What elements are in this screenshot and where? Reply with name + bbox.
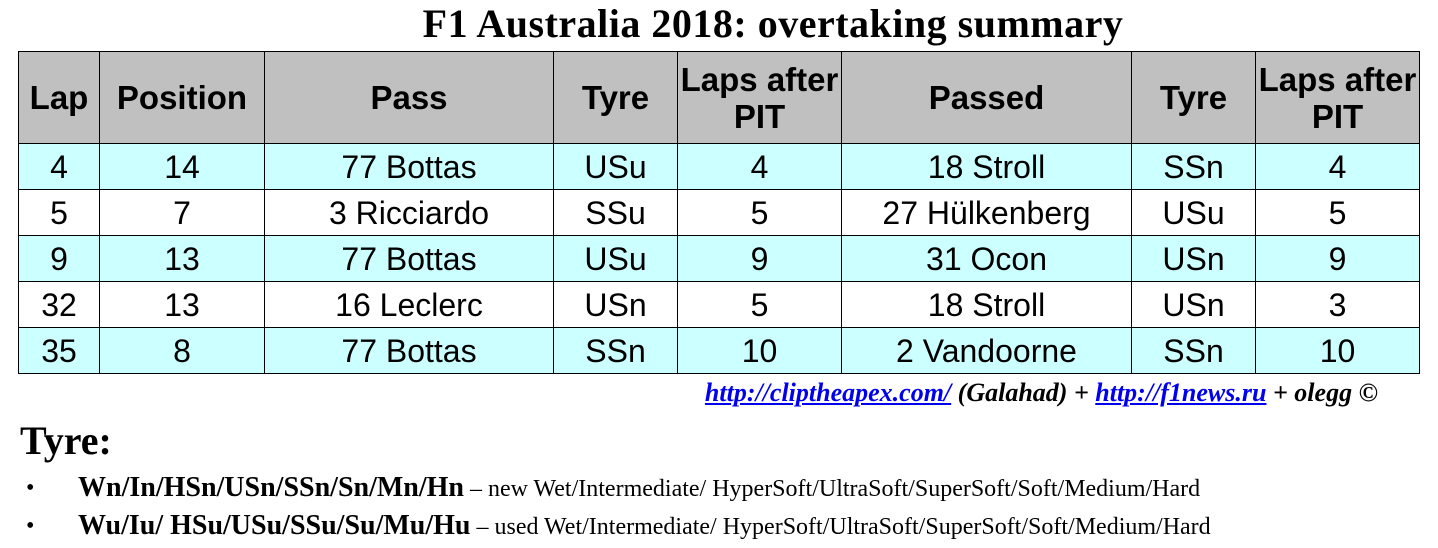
- credits-text-olegg: + olegg ©: [1266, 378, 1378, 407]
- header-passed: Passed: [841, 51, 1132, 144]
- table-row: 32 13 16 Leclerc USn 5 18 Stroll USn 3: [18, 281, 1420, 328]
- legend-codes-new: Wn/In/HSn/USn/SSn/Sn/Mn/Hn: [78, 472, 464, 503]
- header-passed-tyre: Tyre: [1131, 51, 1256, 144]
- table-row: 9 13 77 Bottas USu 9 31 Ocon USn 9: [18, 235, 1420, 282]
- cell-pass: 77 Bottas: [264, 143, 554, 190]
- cell-passed: 18 Stroll: [841, 281, 1132, 328]
- cell-lap: 35: [18, 327, 100, 374]
- table-header-row: Lap Position Pass Tyre Laps after PIT Pa…: [18, 51, 1420, 144]
- header-pass-laps-after-pit: Laps after PIT: [677, 51, 842, 144]
- cell-passed-laps-after-pit: 4: [1255, 143, 1420, 190]
- cell-passed: 31 Ocon: [841, 235, 1132, 282]
- cell-passed-laps-after-pit: 5: [1255, 189, 1420, 236]
- cell-pass-tyre: SSn: [553, 327, 678, 374]
- cell-pass-laps-after-pit: 4: [677, 143, 842, 190]
- cell-lap: 5: [18, 189, 100, 236]
- legend-item-new: • Wn/In/HSn/USn/SSn/Sn/Mn/Hn – new Wet/I…: [26, 470, 1211, 508]
- page-title: F1 Australia 2018: overtaking summary: [422, 1, 1124, 46]
- cliptheapex-link[interactable]: http://cliptheapex.com/: [704, 378, 952, 407]
- cell-pass-tyre: SSu: [553, 189, 678, 236]
- cell-passed: 27 Hülkenberg: [841, 189, 1132, 236]
- credits-text-galahad: (Galahad) +: [951, 378, 1096, 407]
- header-passed-laps-after-pit: Laps after PIT: [1255, 51, 1420, 144]
- cell-passed-tyre: USu: [1131, 189, 1256, 236]
- cell-position: 13: [99, 235, 265, 282]
- overtaking-table: Lap Position Pass Tyre Laps after PIT Pa…: [18, 51, 1420, 374]
- bullet-icon: •: [26, 513, 35, 539]
- cell-passed-laps-after-pit: 10: [1255, 327, 1420, 374]
- cell-passed-tyre: USn: [1131, 281, 1256, 328]
- cell-pass: 77 Bottas: [264, 327, 554, 374]
- cell-lap: 32: [18, 281, 100, 328]
- cell-passed-tyre: USn: [1131, 235, 1256, 282]
- tyre-legend-title: Tyre:: [20, 418, 112, 463]
- cell-passed-tyre: SSn: [1131, 327, 1256, 374]
- cell-lap: 4: [18, 143, 100, 190]
- cell-passed-tyre: SSn: [1131, 143, 1256, 190]
- tyre-legend-list: • Wn/In/HSn/USn/SSn/Sn/Mn/Hn – new Wet/I…: [26, 470, 1211, 546]
- header-pass: Pass: [264, 51, 554, 144]
- cell-passed-laps-after-pit: 3: [1255, 281, 1420, 328]
- cell-position: 13: [99, 281, 265, 328]
- f1news-link[interactable]: http://f1news.ru: [1095, 378, 1267, 407]
- cell-position: 8: [99, 327, 265, 374]
- cell-pass: 3 Ricciardo: [264, 189, 554, 236]
- cell-lap: 9: [18, 235, 100, 282]
- legend-codes-used: Wu/Iu/ HSu/USu/SSu/Su/Mu/Hu: [78, 510, 471, 541]
- cell-passed: 18 Stroll: [841, 143, 1132, 190]
- cell-position: 7: [99, 189, 265, 236]
- cell-passed-laps-after-pit: 9: [1255, 235, 1420, 282]
- cell-pass-laps-after-pit: 5: [677, 281, 842, 328]
- table-row: 5 7 3 Ricciardo SSu 5 27 Hülkenberg USu …: [18, 189, 1420, 236]
- cell-pass-tyre: USu: [553, 143, 678, 190]
- table-row: 35 8 77 Bottas SSn 10 2 Vandoorne SSn 10: [18, 327, 1420, 374]
- cell-pass-tyre: USu: [553, 235, 678, 282]
- legend-desc-used: – used Wet/Intermediate/ HyperSoft/Ultra…: [470, 514, 1211, 540]
- header-position: Position: [99, 51, 265, 144]
- credits-line: http://cliptheapex.com/ (Galahad) + http…: [705, 377, 1378, 409]
- cell-passed: 2 Vandoorne: [841, 327, 1132, 374]
- legend-desc-new: – new Wet/Intermediate/ HyperSoft/UltraS…: [464, 476, 1201, 502]
- header-pass-tyre: Tyre: [553, 51, 678, 144]
- header-lap: Lap: [18, 51, 100, 144]
- legend-item-used: • Wu/Iu/ HSu/USu/SSu/Su/Mu/Hu – used Wet…: [26, 508, 1211, 546]
- cell-position: 14: [99, 143, 265, 190]
- cell-pass: 77 Bottas: [264, 235, 554, 282]
- bullet-icon: •: [26, 475, 35, 501]
- cell-pass-laps-after-pit: 5: [677, 189, 842, 236]
- cell-pass-laps-after-pit: 10: [677, 327, 842, 374]
- cell-pass-tyre: USn: [553, 281, 678, 328]
- cell-pass: 16 Leclerc: [264, 281, 554, 328]
- cell-pass-laps-after-pit: 9: [677, 235, 842, 282]
- table-row: 4 14 77 Bottas USu 4 18 Stroll SSn 4: [18, 143, 1420, 190]
